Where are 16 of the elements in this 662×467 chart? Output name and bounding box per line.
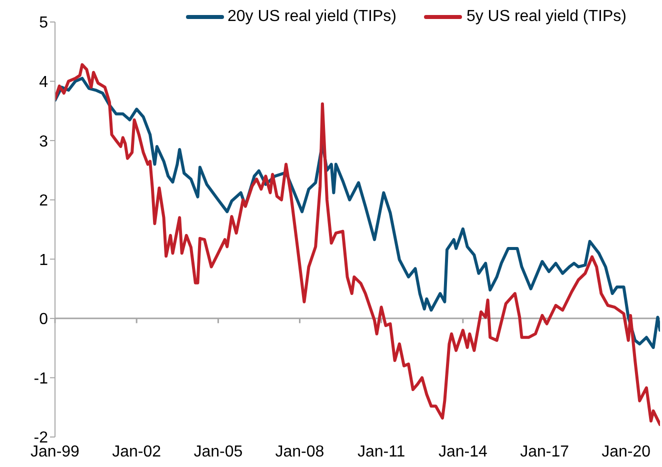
x-tick-label: Jan-05 bbox=[194, 443, 243, 460]
y-tick-label: 2 bbox=[39, 192, 48, 210]
x-tick-label: Jan-17 bbox=[520, 443, 570, 460]
y-tick-label: 1 bbox=[39, 252, 48, 269]
legend-label: 20y US real yield (TIPs) bbox=[228, 8, 396, 26]
x-tick-label: Jan-08 bbox=[275, 443, 324, 460]
y-tick-label: -1 bbox=[34, 370, 48, 388]
x-tick-label: Jan-14 bbox=[438, 443, 488, 460]
x-tick-label: Jan-20 bbox=[602, 443, 651, 460]
x-tick-label: Jan-02 bbox=[112, 443, 162, 460]
y-tick-label: 4 bbox=[39, 74, 48, 91]
x-tick-label: Jan-11 bbox=[357, 443, 406, 460]
y-tick-label: 5 bbox=[39, 14, 48, 32]
y-tick-label: 0 bbox=[39, 311, 48, 328]
legend-label: 5y US real yield (TIPs) bbox=[466, 8, 626, 26]
y-tick-label: 3 bbox=[39, 133, 48, 150]
